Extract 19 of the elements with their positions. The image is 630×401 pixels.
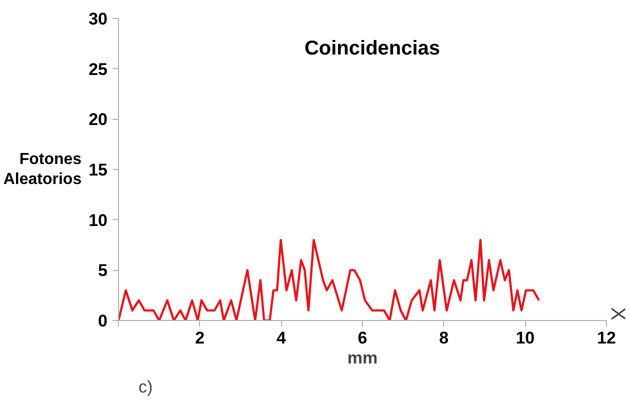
y-tick-label: 20: [88, 110, 108, 130]
x-tick-label: 10: [516, 328, 535, 348]
y-tick-label: 0: [98, 312, 108, 330]
y-tick-label: 5: [98, 261, 108, 280]
line-series: [118, 238, 540, 320]
y-tick-label: 25: [88, 60, 108, 79]
x-tick-label: 4: [276, 328, 286, 348]
text: c): [138, 378, 153, 396]
y-tick-label: 10: [88, 210, 108, 230]
annotation: X: [606, 307, 628, 321]
y-tick-label: 30: [88, 10, 108, 28]
x-tick-label: 2: [195, 328, 205, 348]
x-tick-label: 8: [439, 328, 449, 348]
y-axis-title: Fotones Aleatorios: [3, 150, 82, 188]
x-axis-title: mm: [347, 348, 378, 368]
x-tick-label: 12: [597, 328, 616, 348]
x-tick-label: 6: [358, 328, 368, 348]
y-tick-label: 15: [88, 160, 108, 180]
text: Coincidencias: [304, 38, 440, 60]
